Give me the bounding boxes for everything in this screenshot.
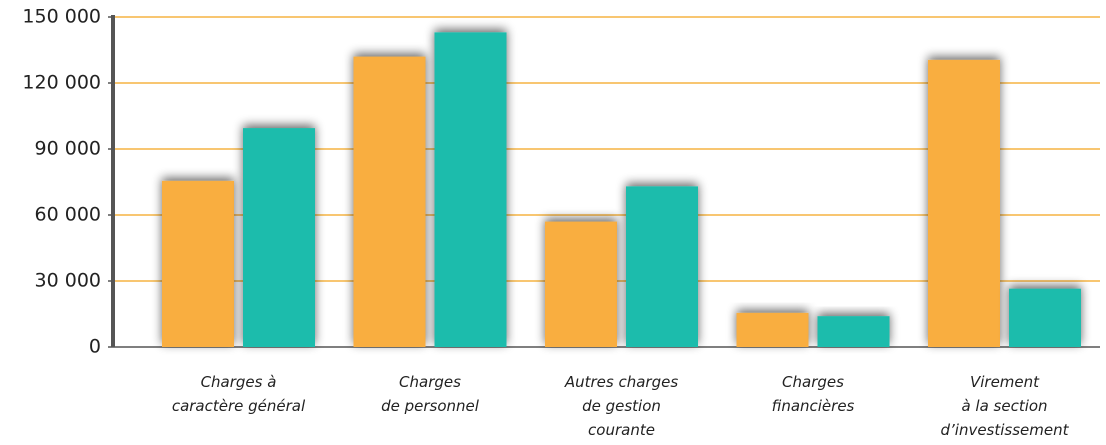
y-tick-label: 60 000 <box>35 204 101 226</box>
bar <box>545 221 617 347</box>
x-tick-label: Charges à <box>201 373 277 391</box>
bar <box>626 186 698 347</box>
y-tick-label: 150 000 <box>22 6 101 28</box>
x-tick-label: Autres charges <box>564 373 678 391</box>
x-tick-label: Charges <box>399 373 461 391</box>
x-tick-label: de personnel <box>381 397 480 415</box>
bar <box>162 180 234 347</box>
bar <box>434 32 507 348</box>
x-tick-label: caractère général <box>172 397 306 415</box>
y-tick-label: 30 000 <box>35 270 101 292</box>
x-tick-label: financières <box>772 397 855 415</box>
bar <box>736 312 809 347</box>
y-tick-label: 90 000 <box>35 138 101 160</box>
x-tick-label: Charges <box>782 373 844 391</box>
x-tick-label: de gestion <box>582 397 661 415</box>
bar <box>1009 288 1081 347</box>
bar <box>928 59 1000 348</box>
x-tick-label: Virement <box>970 373 1040 391</box>
x-tick-label: courante <box>588 421 655 439</box>
y-tick-label: 0 <box>89 336 101 358</box>
x-tick-label: d’investissement <box>940 421 1069 439</box>
bar <box>243 128 315 347</box>
bar <box>353 56 426 347</box>
x-tick-label: à la section <box>961 397 1047 415</box>
y-tick-label: 120 000 <box>22 72 101 94</box>
bar <box>817 316 890 347</box>
